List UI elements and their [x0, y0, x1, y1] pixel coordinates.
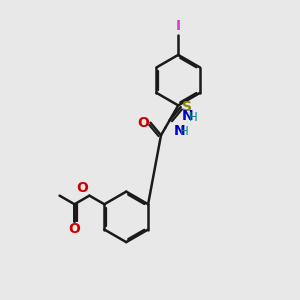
- Text: H: H: [188, 110, 197, 124]
- Text: N: N: [182, 109, 194, 123]
- Text: H: H: [180, 125, 189, 139]
- Text: O: O: [76, 181, 88, 195]
- Text: O: O: [68, 222, 80, 236]
- Text: I: I: [176, 20, 181, 34]
- Text: N: N: [173, 124, 185, 138]
- Text: S: S: [182, 100, 192, 114]
- Text: O: O: [137, 116, 149, 130]
